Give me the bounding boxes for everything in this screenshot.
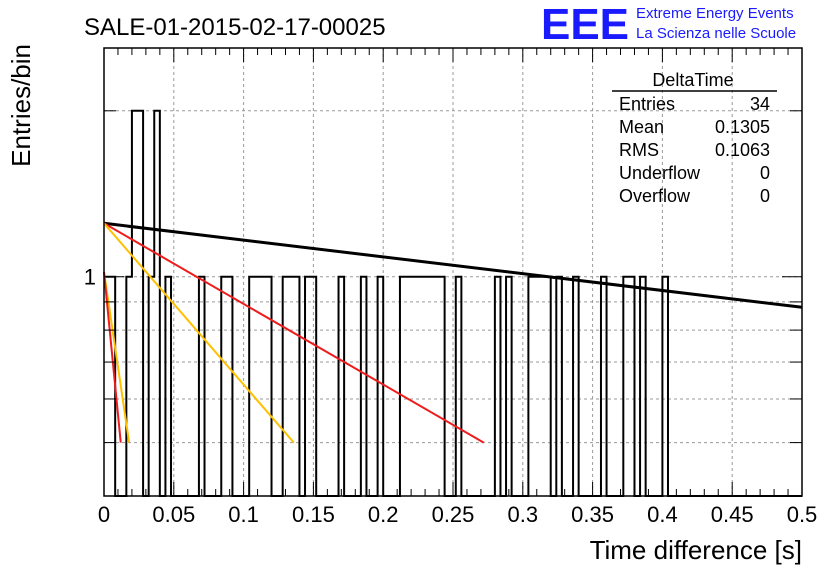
stats-value: 0 — [760, 186, 770, 206]
plot-frame — [103, 47, 803, 497]
stats-label: Overflow — [619, 186, 691, 206]
x-axis-label: Time difference [s] — [590, 535, 802, 565]
stats-value: 34 — [750, 94, 770, 114]
fit-line-1 — [103, 222, 485, 444]
stats-value: 0.1063 — [715, 140, 770, 160]
stats-label: Entries — [619, 94, 675, 114]
y-tick-labels: 1 — [84, 265, 96, 290]
x-tick-label: 0.4 — [647, 502, 678, 527]
x-tick-label: 0.35 — [571, 502, 614, 527]
logo-line-1: Extreme Energy Events — [636, 5, 794, 22]
x-tick-label: 0.15 — [292, 502, 335, 527]
x-tick-label: 0.05 — [152, 502, 195, 527]
logo-line-2: La Scienza nelle Scuole — [636, 25, 796, 42]
fit-lines — [103, 221, 803, 444]
fit-line-4 — [103, 271, 122, 443]
stats-label: Underflow — [619, 163, 701, 183]
y-tick-label: 1 — [84, 265, 96, 290]
stats-box: DeltaTime Entries 34 Mean 0.1305 RMS 0.1063 Un… — [612, 70, 777, 206]
fit-line-0 — [103, 221, 803, 309]
stats-value: 0.1305 — [715, 117, 770, 137]
x-tick-label: 0.1 — [228, 502, 259, 527]
x-tick-labels: 0 0.05 0.1 0.15 0.2 0.25 0.3 0.35 0.4 0.45 0.5 — [98, 502, 817, 527]
y-axis-label: Entries/bin — [6, 44, 36, 167]
x-tick-label: 0.3 — [508, 502, 539, 527]
stats-label: Mean — [619, 117, 664, 137]
fit-line-2 — [103, 222, 295, 444]
stats-label: RMS — [619, 140, 659, 160]
x-tick-label: 0.5 — [787, 502, 818, 527]
stats-title: DeltaTime — [652, 70, 733, 90]
grid — [104, 48, 802, 496]
axes — [103, 47, 803, 497]
x-tick-label: 0.25 — [432, 502, 475, 527]
x-tick-label: 0.45 — [711, 502, 754, 527]
fit-line-3 — [103, 271, 131, 443]
chart-title: SALE-01-2015-02-17-00025 — [84, 14, 386, 41]
logo-mark: EEE — [541, 0, 629, 49]
x-tick-label: 0.2 — [368, 502, 399, 527]
x-tick-label: 0 — [98, 502, 110, 527]
stats-value: 0 — [760, 163, 770, 183]
